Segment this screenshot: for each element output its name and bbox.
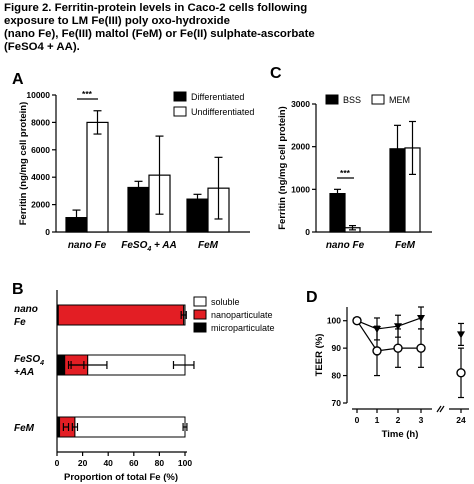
legend-label: nanoparticulate xyxy=(211,310,273,320)
x-tick-label: 80 xyxy=(155,458,165,468)
x-category-label: FeM xyxy=(198,240,219,251)
legend-swatch xyxy=(193,309,207,320)
legend-swatch xyxy=(193,296,207,307)
legend-swatch xyxy=(173,91,187,102)
y-tick-label: 6000 xyxy=(31,145,50,155)
x-tick-label: 0 xyxy=(355,415,360,425)
y-tick-label: 0 xyxy=(305,227,310,237)
y-tick-label: 100 xyxy=(327,316,341,326)
x-category-label: nano Fe xyxy=(68,240,107,251)
x-tick-label: 40 xyxy=(103,458,113,468)
x-tick-label: 3 xyxy=(419,415,424,425)
panel-label-c: C xyxy=(270,65,282,82)
data-point xyxy=(393,343,403,353)
y-category-label: nano xyxy=(14,304,38,315)
y-tick-label: 2000 xyxy=(291,142,310,152)
y-tick-label: 1000 xyxy=(291,184,310,194)
data-point xyxy=(457,331,465,339)
y-tick-label: 3000 xyxy=(291,99,310,109)
y-axis-label: TEER (%) xyxy=(314,334,325,377)
y-category-label: Fe xyxy=(14,317,26,328)
series-line xyxy=(356,320,378,352)
y-tick-label: 80 xyxy=(332,371,342,381)
x-axis-label: Time (h) xyxy=(382,429,419,440)
x-tick-label: 2 xyxy=(396,415,401,425)
legend-label: soluble xyxy=(211,297,240,307)
legend-label: microparticulate xyxy=(211,323,275,333)
y-tick-label: 90 xyxy=(332,343,342,353)
legend-swatch xyxy=(325,94,339,105)
data-point xyxy=(372,346,382,356)
significance-marker: *** xyxy=(82,89,93,99)
y-category-label: +AA xyxy=(14,367,34,378)
y-tick-label: 4000 xyxy=(31,172,50,182)
x-category-label: FeM xyxy=(395,240,416,251)
x-axis-label: Proportion of total Fe (%) xyxy=(64,472,178,483)
legend-label: MEM xyxy=(389,95,410,105)
x-category-label: nano Fe xyxy=(326,240,365,251)
legend-label: Undifferentiated xyxy=(191,107,254,117)
y-tick-label: 70 xyxy=(332,398,342,408)
panel-label-d: D xyxy=(306,289,318,306)
axis-break-mark xyxy=(436,405,442,413)
figure-title-line: (nano Fe), Fe(III) maltol (FeM) or Fe(II… xyxy=(4,28,315,40)
panel-label-a: A xyxy=(12,71,24,88)
bar xyxy=(86,121,109,233)
data-point xyxy=(417,314,425,322)
y-axis-label: Ferritin (ng/mg cell protein) xyxy=(277,106,288,230)
y-tick-label: 10000 xyxy=(26,90,50,100)
significance-marker: *** xyxy=(340,168,351,178)
legend-swatch xyxy=(193,322,207,333)
data-point xyxy=(352,316,362,326)
x-tick-label: 1 xyxy=(375,415,380,425)
legend-swatch xyxy=(173,106,187,117)
y-tick-label: 8000 xyxy=(31,117,50,127)
x-category-label: FeSO4 + AA xyxy=(121,240,177,253)
stacked-bar-segment xyxy=(56,354,66,376)
data-point xyxy=(416,343,426,353)
stacked-bar-segment xyxy=(74,416,186,438)
x-tick-label: 20 xyxy=(78,458,88,468)
figure-title-line: (FeSO4 + AA). xyxy=(4,41,80,53)
x-tick-label: 60 xyxy=(129,458,139,468)
x-tick-label: 24 xyxy=(456,415,466,425)
data-point xyxy=(394,323,402,331)
series-line xyxy=(397,317,422,327)
y-category-label: FeSO4 xyxy=(14,354,44,367)
y-category-label: FeM xyxy=(14,423,35,434)
legend-label: BSS xyxy=(343,95,361,105)
legend-label: Differentiated xyxy=(191,92,244,102)
stacked-bar-segment xyxy=(57,304,185,326)
bar xyxy=(329,193,346,233)
legend-swatch xyxy=(371,94,385,105)
series-line xyxy=(376,325,399,330)
axis-break-mark xyxy=(439,405,445,413)
y-axis-label: Ferritin (ng/mg cell protein) xyxy=(18,102,29,226)
x-tick-label: 0 xyxy=(55,458,60,468)
figure-title-line: exposure to LM Fe(III) poly oxo-hydroxid… xyxy=(4,15,230,27)
x-tick-label: 100 xyxy=(178,458,192,468)
data-point xyxy=(456,368,466,378)
figure-title-line: Figure 2. Ferritin-protein levels in Cac… xyxy=(4,2,308,14)
panel-label-b: B xyxy=(12,281,24,298)
y-tick-label: 2000 xyxy=(31,200,50,210)
y-tick-label: 0 xyxy=(45,227,50,237)
figure-title: Figure 2. Ferritin-protein levels in Cac… xyxy=(4,2,464,54)
